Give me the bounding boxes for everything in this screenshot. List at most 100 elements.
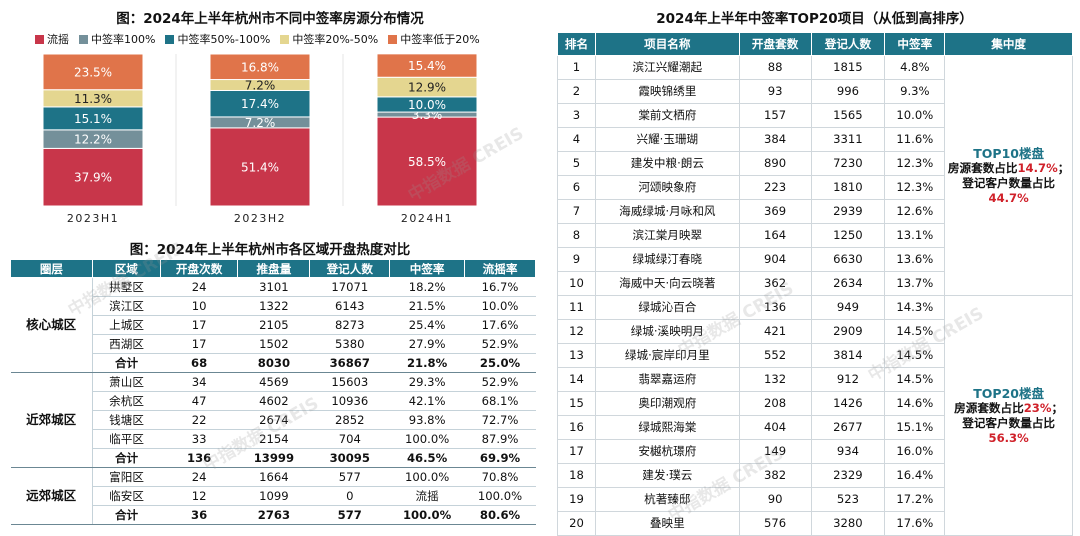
table-row: 20 叠映里 576 3280 17.6% — [557, 511, 1073, 536]
table-cell: 20 — [557, 511, 596, 536]
table-cell: 19 — [557, 487, 596, 512]
bar-data-label: 11.3% — [74, 92, 112, 106]
table-cell: 滨江兴耀潮起 — [594, 55, 740, 80]
table-cell: 223 — [738, 175, 812, 200]
table-cell: 8 — [557, 223, 596, 248]
table-row: 11 绿城沁百合 136 949 14.3% TOP20楼盘 房源套数占比23%； 登记客户数… — [557, 295, 1073, 536]
table-cell: 13999 — [237, 448, 310, 468]
table-cell: 576 — [738, 511, 812, 536]
table-cell: 10936 — [309, 391, 390, 411]
table-cell: 5 — [557, 151, 596, 176]
table-cell: 93 — [738, 79, 812, 104]
table-row: 钱塘区 22 2674 2852 93.8% 72.7% — [11, 410, 536, 430]
table-cell: 上城区 — [92, 315, 161, 335]
table-cell: 1810 — [810, 175, 886, 200]
table-cell: 949 — [810, 295, 886, 320]
bar-data-label: 12.2% — [74, 133, 112, 147]
table-cell: 1 — [557, 55, 596, 80]
table-row: 核心城区 拱墅区 24 3101 17071 18.2% 16.7% — [10, 277, 536, 373]
table-cell: 1426 — [810, 391, 886, 416]
table-cell: 157 — [738, 103, 812, 128]
table-cell: 17 — [557, 439, 596, 464]
table-cell: 12.6% — [884, 199, 946, 224]
bar-segment — [376, 53, 478, 78]
table-cell: 29.3% — [389, 372, 465, 392]
table-cell: 136 — [160, 448, 238, 468]
table-cell: 52.9% — [464, 334, 536, 354]
table-cell: 1815 — [810, 55, 886, 80]
table-cell: 149 — [738, 439, 812, 464]
table-cell: 100.0% — [464, 486, 536, 506]
table-row: 余杭区 47 4602 10936 42.1% 68.1% — [11, 391, 536, 411]
legend-item: 中签率50%-100% — [165, 31, 270, 47]
table-cell: 42.1% — [389, 391, 465, 411]
legend-item: 中签率低于20% — [388, 31, 480, 47]
table-header-cell: 登记人数 — [810, 32, 886, 56]
chart-legend: 流摇 中签率100% 中签率50%-100% 中签率20%-50% 中签率低于20% — [35, 31, 480, 47]
table-cell: 577 — [309, 505, 390, 525]
table-cell: 海威中天·向云晓著 — [594, 271, 740, 296]
table-cell: 13.1% — [884, 223, 946, 248]
table-cell: 25.0% — [464, 353, 536, 373]
table-cell: 24 — [160, 467, 238, 487]
table-cell: 47 — [160, 391, 238, 411]
table-cell: 3 — [557, 103, 596, 128]
zone-cell: 核心城区 — [10, 277, 93, 373]
table-cell: 2674 — [237, 410, 310, 430]
bar-data-label: 15.4% — [408, 59, 446, 73]
table-cell: 滨江棠月映翠 — [594, 223, 740, 248]
x-tick-label: 2023H2 — [234, 212, 286, 225]
table-header-cell: 登记人数 — [309, 259, 391, 278]
legend-item: 流摇 — [35, 31, 69, 47]
table-row: 17 安樾杭璟府 149 934 16.0% — [557, 439, 1073, 464]
table-cell: 15 — [557, 391, 596, 416]
concentration-value: 56.3% — [988, 430, 1029, 445]
table-row: 9 绿城绿汀春晓 904 6630 13.6% — [557, 247, 1073, 272]
legend-label: 中签率50%-100% — [177, 33, 271, 46]
table-cell: 钱塘区 — [92, 410, 161, 430]
table-cell: 2677 — [810, 415, 886, 440]
table-cell: 69.9% — [464, 448, 536, 468]
table-cell: 2763 — [237, 505, 310, 525]
table-header-cell: 集中度 — [944, 32, 1073, 56]
table-cell: 流摇 — [389, 486, 465, 506]
legend-swatch — [388, 34, 398, 44]
table-cell: 12 — [160, 486, 238, 506]
table-header-cell: 区域 — [91, 259, 161, 278]
table-header-cell: 中签率 — [389, 259, 466, 278]
table-row: 15 奥印潮观府 208 1426 14.6% — [557, 391, 1073, 416]
table-cell: 10 — [557, 271, 596, 296]
table-cell: 52.9% — [464, 372, 536, 392]
table-row: 西湖区 17 1502 5380 27.9% 52.9% — [11, 334, 536, 354]
concentration-label: 房源套数占比 — [954, 400, 1024, 415]
table-row: 13 绿城·宸岸印月里 552 3814 14.5% — [557, 343, 1073, 368]
table-cell: 16.0% — [884, 439, 946, 464]
table-cell: 704 — [309, 429, 390, 449]
legend-label: 中签率20%-50% — [292, 33, 379, 46]
top20-table-title: 2024年上半年中签率TOP20项目（从低到高排序） — [656, 11, 973, 27]
zone-cell: 近郊城区 — [10, 372, 93, 468]
x-tick-label: 2023H1 — [67, 212, 119, 225]
table-header-cell: 中签率 — [884, 32, 946, 56]
table-cell: 绿城熙海棠 — [594, 415, 740, 440]
table-cell: 70.8% — [464, 467, 536, 487]
table-row: 滨江区 10 1322 6143 21.5% 10.0% — [11, 296, 536, 316]
table-cell: 384 — [738, 127, 812, 152]
table-cell: 996 — [810, 79, 886, 104]
table-cell: 100.0% — [389, 467, 465, 487]
table-cell: 33 — [160, 429, 238, 449]
table-cell: 2852 — [309, 410, 390, 430]
table-cell: 362 — [738, 271, 812, 296]
table-header-cell: 开盘次数 — [159, 259, 239, 278]
table-cell: 12.3% — [884, 175, 946, 200]
table-cell: 72.7% — [464, 410, 536, 430]
table-header-cell: 圈层 — [10, 259, 93, 278]
table-row: 18 建发·璞云 382 2329 16.4% — [557, 463, 1073, 488]
concentration-value: 14.7% — [1017, 160, 1058, 175]
zone-cell: 远郊城区 — [10, 467, 93, 525]
legend-label: 流摇 — [47, 33, 69, 46]
table-cell: 421 — [738, 319, 812, 344]
table-cell: 87.9% — [464, 429, 536, 449]
table-header-cell: 开盘套数 — [738, 32, 812, 56]
concentration-line1: 房源套数占比14.7%； — [945, 161, 1072, 176]
